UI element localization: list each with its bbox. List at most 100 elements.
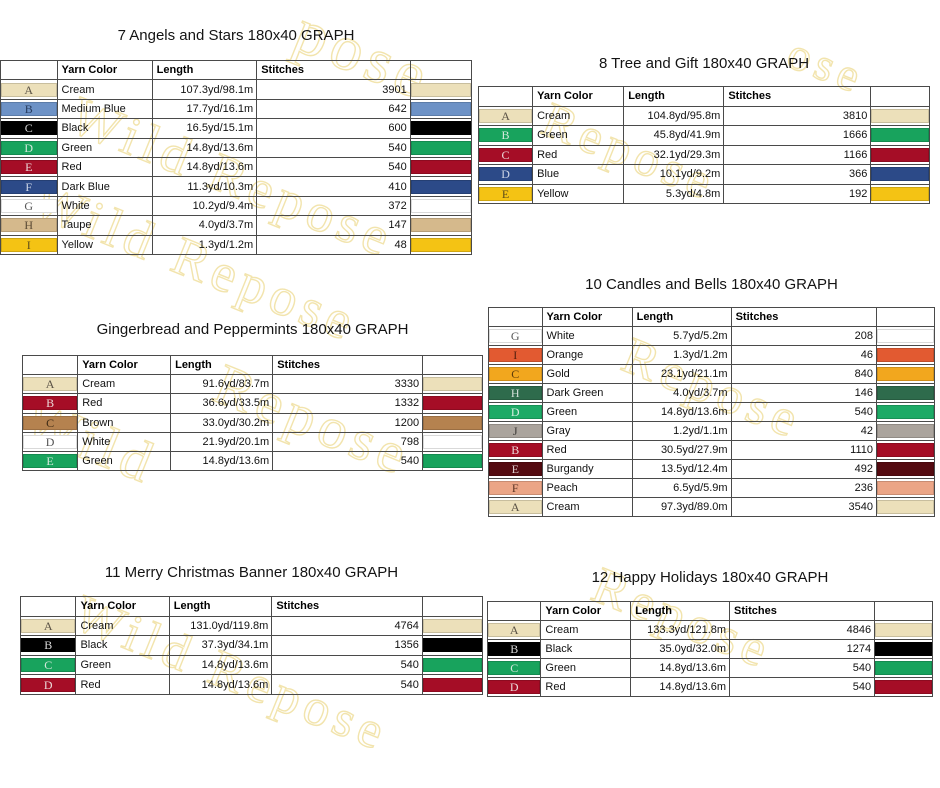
swatch-cell bbox=[875, 325, 936, 346]
color-swatch bbox=[877, 442, 934, 457]
swatch-cell bbox=[870, 183, 930, 204]
length-cell: 17.7yd/16.1m bbox=[151, 98, 258, 120]
swatch-cell bbox=[875, 401, 936, 422]
yarn-color-cell: Green bbox=[532, 125, 625, 146]
yarn-color-cell: Yellow bbox=[56, 234, 153, 255]
yarn-color-cell: Gold bbox=[541, 363, 633, 384]
length-cell: 16.5yd/15.1m bbox=[151, 118, 258, 139]
color-swatch bbox=[423, 638, 482, 653]
yarn-color-cell: Cream bbox=[541, 496, 633, 517]
color-swatch: H bbox=[1, 218, 57, 233]
color-key-cell: D bbox=[0, 137, 58, 158]
color-swatch: D bbox=[23, 434, 77, 449]
table-row: H Dark Green 4.0yd/3.7m 146 bbox=[488, 382, 936, 403]
color-key-cell: C bbox=[19, 654, 77, 676]
yarn-color-cell: Red bbox=[77, 393, 172, 414]
table-row: D Red 14.8yd/13.6m 540 bbox=[486, 677, 933, 697]
color-swatch bbox=[871, 167, 929, 182]
color-swatch bbox=[423, 434, 482, 449]
corner-cell bbox=[486, 601, 542, 621]
column-header: Length bbox=[631, 307, 732, 327]
table-row: G White 10.2yd/9.4m 372 bbox=[0, 195, 473, 217]
stitches-cell: 540 bbox=[729, 677, 876, 697]
yarn-color-cell: Red bbox=[541, 439, 633, 460]
column-header: Stitches bbox=[723, 86, 872, 107]
color-key-cell: B bbox=[477, 125, 534, 146]
stitches-cell: 192 bbox=[723, 183, 872, 204]
stitches-cell: 600 bbox=[256, 118, 411, 139]
length-cell: 4.0yd/3.7m bbox=[631, 382, 732, 403]
corner-cell bbox=[477, 86, 534, 107]
yarn-color-cell: Blue bbox=[532, 164, 625, 185]
yarn-color-cell: Cream bbox=[75, 615, 170, 637]
corner-cell bbox=[0, 59, 58, 81]
swatch-cell bbox=[875, 439, 936, 460]
swatch-cell bbox=[422, 412, 483, 433]
stitches-cell: 492 bbox=[730, 458, 877, 479]
length-cell: 10.2yd/9.4m bbox=[151, 195, 258, 217]
color-swatch bbox=[411, 101, 471, 116]
yarn-color-cell: Dark Blue bbox=[56, 176, 153, 197]
length-cell: 21.9yd/20.1m bbox=[170, 431, 274, 452]
corner-cell bbox=[422, 354, 483, 376]
column-header: Stitches bbox=[730, 307, 877, 327]
swatch-cell bbox=[409, 176, 473, 197]
header-row: Yarn Color Length Stitches bbox=[486, 601, 933, 621]
yarn-color-cell: Green bbox=[77, 450, 172, 472]
color-swatch bbox=[411, 237, 471, 252]
length-cell: 133.3yd/121.8m bbox=[630, 620, 731, 640]
color-swatch: C bbox=[1, 121, 57, 136]
table-row: A Cream 91.6yd/83.7m 3330 bbox=[21, 374, 483, 395]
yarn-table-gingerbread: Yarn Color Length Stitches A Cream 91.6yd/83.… bbox=[21, 354, 483, 472]
length-cell: 23.1yd/21.1m bbox=[631, 363, 732, 384]
color-swatch: D bbox=[1, 140, 57, 155]
color-swatch: A bbox=[488, 623, 540, 637]
table-row: A Cream 133.3yd/121.8m 4846 bbox=[486, 620, 933, 640]
color-swatch: C bbox=[21, 658, 75, 673]
swatch-cell bbox=[874, 658, 933, 678]
color-key-cell: I bbox=[488, 344, 543, 365]
table-row: I Orange 1.3yd/1.2m 46 bbox=[488, 344, 936, 365]
color-swatch bbox=[411, 160, 471, 175]
column-header: Stitches bbox=[271, 596, 423, 617]
color-key-cell: F bbox=[488, 477, 543, 498]
color-key-cell: G bbox=[488, 325, 543, 346]
color-key-cell: A bbox=[477, 105, 534, 126]
stitches-cell: 540 bbox=[729, 658, 876, 678]
swatch-cell bbox=[421, 635, 484, 656]
color-swatch bbox=[423, 454, 482, 469]
stitches-cell: 4846 bbox=[729, 620, 876, 640]
color-key-cell: D bbox=[488, 401, 543, 422]
yarn-table-happy-holidays: Yarn Color Length Stitches A Cream 133.3yd/12… bbox=[486, 601, 933, 697]
table-row: B Medium Blue 17.7yd/16.1m 642 bbox=[0, 98, 473, 120]
color-swatch: I bbox=[1, 237, 57, 252]
swatch-cell bbox=[422, 374, 483, 395]
color-swatch: C bbox=[479, 147, 532, 162]
column-header: Yarn Color bbox=[540, 601, 632, 621]
swatch-cell bbox=[875, 363, 936, 384]
table-title-gingerbread: Gingerbread and Peppermints 180x40 GRAPH bbox=[96, 321, 409, 338]
yarn-color-cell: Dark Green bbox=[541, 382, 633, 403]
corner-cell bbox=[19, 596, 77, 617]
swatch-cell bbox=[870, 164, 930, 185]
color-swatch bbox=[877, 499, 934, 514]
color-swatch: B bbox=[488, 642, 540, 656]
header-row: Yarn Color Length Stitches bbox=[0, 59, 473, 81]
stitches-cell: 366 bbox=[723, 164, 872, 185]
column-header: Yarn Color bbox=[541, 307, 633, 327]
color-key-cell: A bbox=[21, 374, 79, 395]
table-row: E Yellow 5.3yd/4.8m 192 bbox=[477, 183, 930, 204]
color-key-cell: B bbox=[0, 98, 58, 120]
color-swatch bbox=[423, 658, 482, 673]
table-row: C Brown 33.0yd/30.2m 1200 bbox=[21, 412, 483, 433]
stitches-cell: 410 bbox=[256, 176, 411, 197]
color-key-cell: A bbox=[19, 615, 77, 637]
table-row: D Green 14.8yd/13.6m 540 bbox=[488, 401, 936, 422]
stitches-cell: 1332 bbox=[272, 393, 424, 414]
length-cell: 5.7yd/5.2m bbox=[631, 325, 732, 346]
stitches-cell: 4764 bbox=[271, 615, 423, 637]
color-swatch bbox=[875, 680, 932, 694]
color-key-cell: A bbox=[0, 79, 58, 100]
swatch-cell bbox=[874, 639, 933, 659]
